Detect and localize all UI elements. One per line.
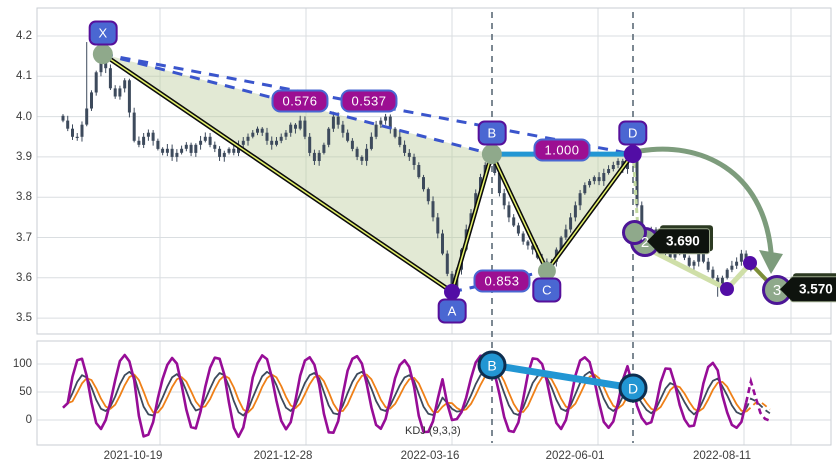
- kdj-marker-b[interactable]: B: [477, 350, 507, 380]
- ratio-label-xd[interactable]: 0.537: [340, 89, 398, 113]
- price-axis-tick: 4.0: [16, 110, 32, 123]
- ratio-label-ac[interactable]: 0.853: [473, 269, 531, 293]
- kdj-axis-tick: 0: [25, 414, 32, 426]
- date-axis-tick: 2021-12-28: [253, 450, 313, 462]
- kdj-axis-tick: 100: [12, 358, 32, 370]
- date-axis-tick: 2021-10-19: [103, 450, 163, 462]
- pattern-badge-a[interactable]: A: [437, 298, 467, 324]
- price-axis-tick: 3.9: [16, 150, 32, 163]
- pattern-badge-b[interactable]: B: [477, 120, 507, 146]
- price-axis-tick: 3.8: [16, 191, 32, 204]
- ratio-label-xb[interactable]: 0.576: [271, 89, 329, 113]
- ratio-label-bd[interactable]: 1.000: [533, 138, 591, 162]
- price-axis-tick: 3.6: [16, 271, 32, 284]
- pattern-badge-d[interactable]: D: [618, 120, 648, 146]
- kdj-params-label: KDJ (9,3,3): [405, 425, 461, 437]
- price-axis-tick: 3.5: [16, 312, 32, 325]
- pattern-badge-c[interactable]: C: [532, 277, 562, 303]
- pattern-badge-x[interactable]: X: [88, 20, 118, 46]
- date-axis-tick: 2022-08-11: [693, 450, 751, 462]
- price-axis-tick: 4.2: [16, 30, 32, 42]
- kdj-marker-d[interactable]: D: [618, 373, 648, 403]
- price-axis-tick: 3.7: [16, 231, 32, 244]
- price-tag-3[interactable]: 3.570: [790, 276, 836, 302]
- date-axis-tick: 2022-03-16: [400, 450, 460, 462]
- price-axis-tick: 4.1: [16, 70, 32, 83]
- kdj-axis-tick: 50: [19, 386, 32, 398]
- date-axis-tick: 2022-06-01: [545, 450, 605, 462]
- price-tag-2[interactable]: 3.690: [657, 228, 710, 254]
